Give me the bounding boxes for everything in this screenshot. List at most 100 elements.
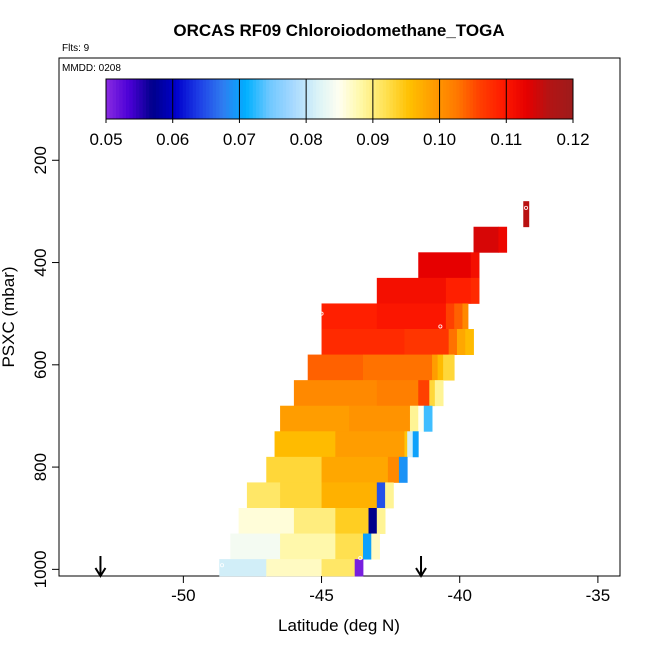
colorbar-strip [169, 79, 174, 119]
colorbar-strip [529, 79, 534, 119]
colorbar-strip [422, 79, 427, 119]
colorbar-strip [306, 79, 310, 119]
heatmap-cell [274, 431, 336, 458]
colorbar-strip [389, 79, 394, 119]
colorbar-strip [256, 79, 260, 119]
heatmap-cell [266, 456, 322, 483]
colorbar-strip [239, 79, 244, 119]
colorbar-strip [329, 79, 334, 119]
colorbar-strip [496, 79, 501, 119]
colorbar-strip [159, 79, 164, 119]
colorbar-strip [149, 79, 154, 119]
heatmap-cell [321, 456, 389, 483]
colorbar-strip [546, 79, 551, 119]
colorbar-strip [339, 79, 344, 119]
colorbar-strip [182, 79, 187, 119]
heatmap-cell [385, 482, 394, 509]
colorbar-strip [412, 79, 417, 119]
colorbar-strip [129, 79, 134, 119]
colorbar-strip [489, 79, 494, 119]
heatmap-cell [376, 277, 447, 304]
colorbar-tick-label: 0.09 [356, 130, 389, 149]
heatmap-cell [434, 380, 444, 407]
colorbar-strip [286, 79, 290, 119]
colorbar-strip [312, 79, 317, 119]
heatmap-cell [470, 252, 480, 279]
sample-marker [319, 311, 324, 316]
colorbar-strip [452, 79, 457, 119]
colorbar-strip [229, 79, 234, 119]
colorbar-strip [282, 79, 287, 119]
colorbar-strip [359, 79, 364, 119]
colorbar-strip [122, 79, 127, 119]
colorbar-strip [536, 79, 541, 119]
colorbar-strip [409, 79, 414, 119]
colorbar-strip [192, 79, 197, 119]
colorbar-tick-label: 0.08 [290, 130, 323, 149]
colorbar-strip [152, 79, 157, 119]
colorbar-strip [556, 79, 561, 119]
colorbar-strip [396, 79, 401, 119]
heatmap-cell [362, 354, 433, 381]
heatmap-cell [354, 559, 364, 577]
colorbar-strip [549, 79, 554, 119]
colorbar-strip [319, 79, 324, 119]
heatmap-cell [376, 507, 386, 534]
colorbar-strip [186, 79, 190, 119]
chart-title: ORCAS RF09 Chloroiodomethane_TOGA [173, 21, 504, 40]
heatmap-cell [432, 354, 439, 381]
heatmap-cell [448, 329, 458, 355]
colorbar-strip [356, 79, 361, 119]
colorbar-strip [139, 79, 144, 119]
heatmap-cell [335, 507, 369, 534]
x-axis: -50 -45 -40 -35 [171, 576, 610, 605]
heatmap-cell [418, 380, 430, 407]
sample-marker [438, 324, 443, 329]
colorbar-strip [446, 79, 451, 119]
colorbar-strip [349, 79, 354, 119]
colorbar-strip [429, 79, 434, 119]
colorbar-strip [459, 79, 464, 119]
colorbar-strip [176, 79, 180, 119]
heatmap-cell [321, 482, 378, 509]
x-tick-label: -45 [309, 586, 334, 605]
heatmap-cell [307, 354, 364, 381]
colorbar-strip [279, 79, 284, 119]
heatmap-cell [280, 405, 350, 432]
heatmap-cell [429, 380, 436, 407]
heatmap-cell [407, 431, 414, 458]
colorbar-strip [236, 79, 240, 119]
colorbar-strip [292, 79, 297, 119]
flights-label: Flts: 9 [62, 43, 90, 54]
colorbar-strip [209, 79, 214, 119]
colorbar-strip [499, 79, 504, 119]
y-tick-label: 200 [31, 146, 50, 174]
colorbar-strip [276, 79, 280, 119]
colorbar-strip [112, 79, 117, 119]
colorbar-strip [142, 79, 147, 119]
colorbar-strip [322, 79, 327, 119]
heatmap-cell [456, 329, 466, 355]
colorbar-strip [179, 79, 184, 119]
latitude-arrow-head [94, 567, 107, 578]
colorbar-strip [156, 79, 160, 119]
colorbar: 0.05 0.06 0.07 0.08 0.09 0.10 0.11 0.12 [89, 78, 590, 149]
heatmap-cell [376, 380, 419, 407]
x-axis-label: Latitude (deg N) [278, 616, 400, 635]
heatmap-cell [404, 329, 450, 355]
colorbar-strip [299, 79, 304, 119]
colorbar-strip [352, 79, 357, 119]
colorbar-strip [362, 79, 367, 119]
colorbar-strip [462, 79, 467, 119]
heatmap-cell [246, 482, 281, 509]
colorbar-strip [532, 79, 537, 119]
colorbar-strip [479, 79, 484, 119]
y-tick-label: 600 [31, 351, 50, 379]
heatmap-cell [280, 533, 336, 560]
colorbar-strip [482, 79, 487, 119]
colorbar-tick-label: 0.05 [89, 130, 122, 149]
colorbar-tick-label: 0.12 [556, 130, 589, 149]
sample-marker [358, 556, 363, 561]
colorbar-strip [302, 79, 307, 119]
